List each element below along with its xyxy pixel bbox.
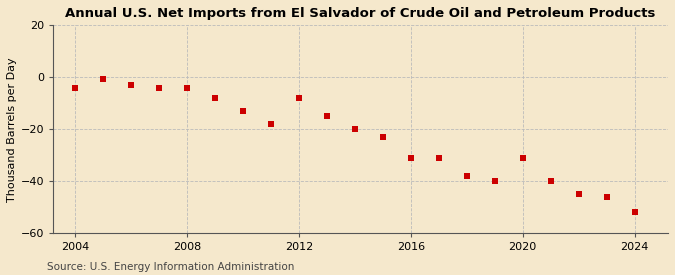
Point <box>126 83 136 87</box>
Point <box>573 192 584 196</box>
Point <box>210 96 221 100</box>
Point <box>545 179 556 183</box>
Point <box>98 76 109 81</box>
Point <box>517 156 528 160</box>
Point <box>154 86 165 90</box>
Point <box>238 109 248 113</box>
Point <box>182 86 192 90</box>
Point <box>377 135 388 139</box>
Point <box>433 156 444 160</box>
Text: Source: U.S. Energy Information Administration: Source: U.S. Energy Information Administ… <box>47 262 294 272</box>
Point <box>489 179 500 183</box>
Point <box>350 127 360 131</box>
Point <box>266 122 277 126</box>
Point <box>406 156 416 160</box>
Point <box>321 114 332 119</box>
Point <box>601 195 612 199</box>
Point <box>294 96 304 100</box>
Title: Annual U.S. Net Imports from El Salvador of Crude Oil and Petroleum Products: Annual U.S. Net Imports from El Salvador… <box>65 7 655 20</box>
Point <box>70 86 81 90</box>
Point <box>461 174 472 178</box>
Point <box>629 210 640 214</box>
Y-axis label: Thousand Barrels per Day: Thousand Barrels per Day <box>7 57 17 202</box>
